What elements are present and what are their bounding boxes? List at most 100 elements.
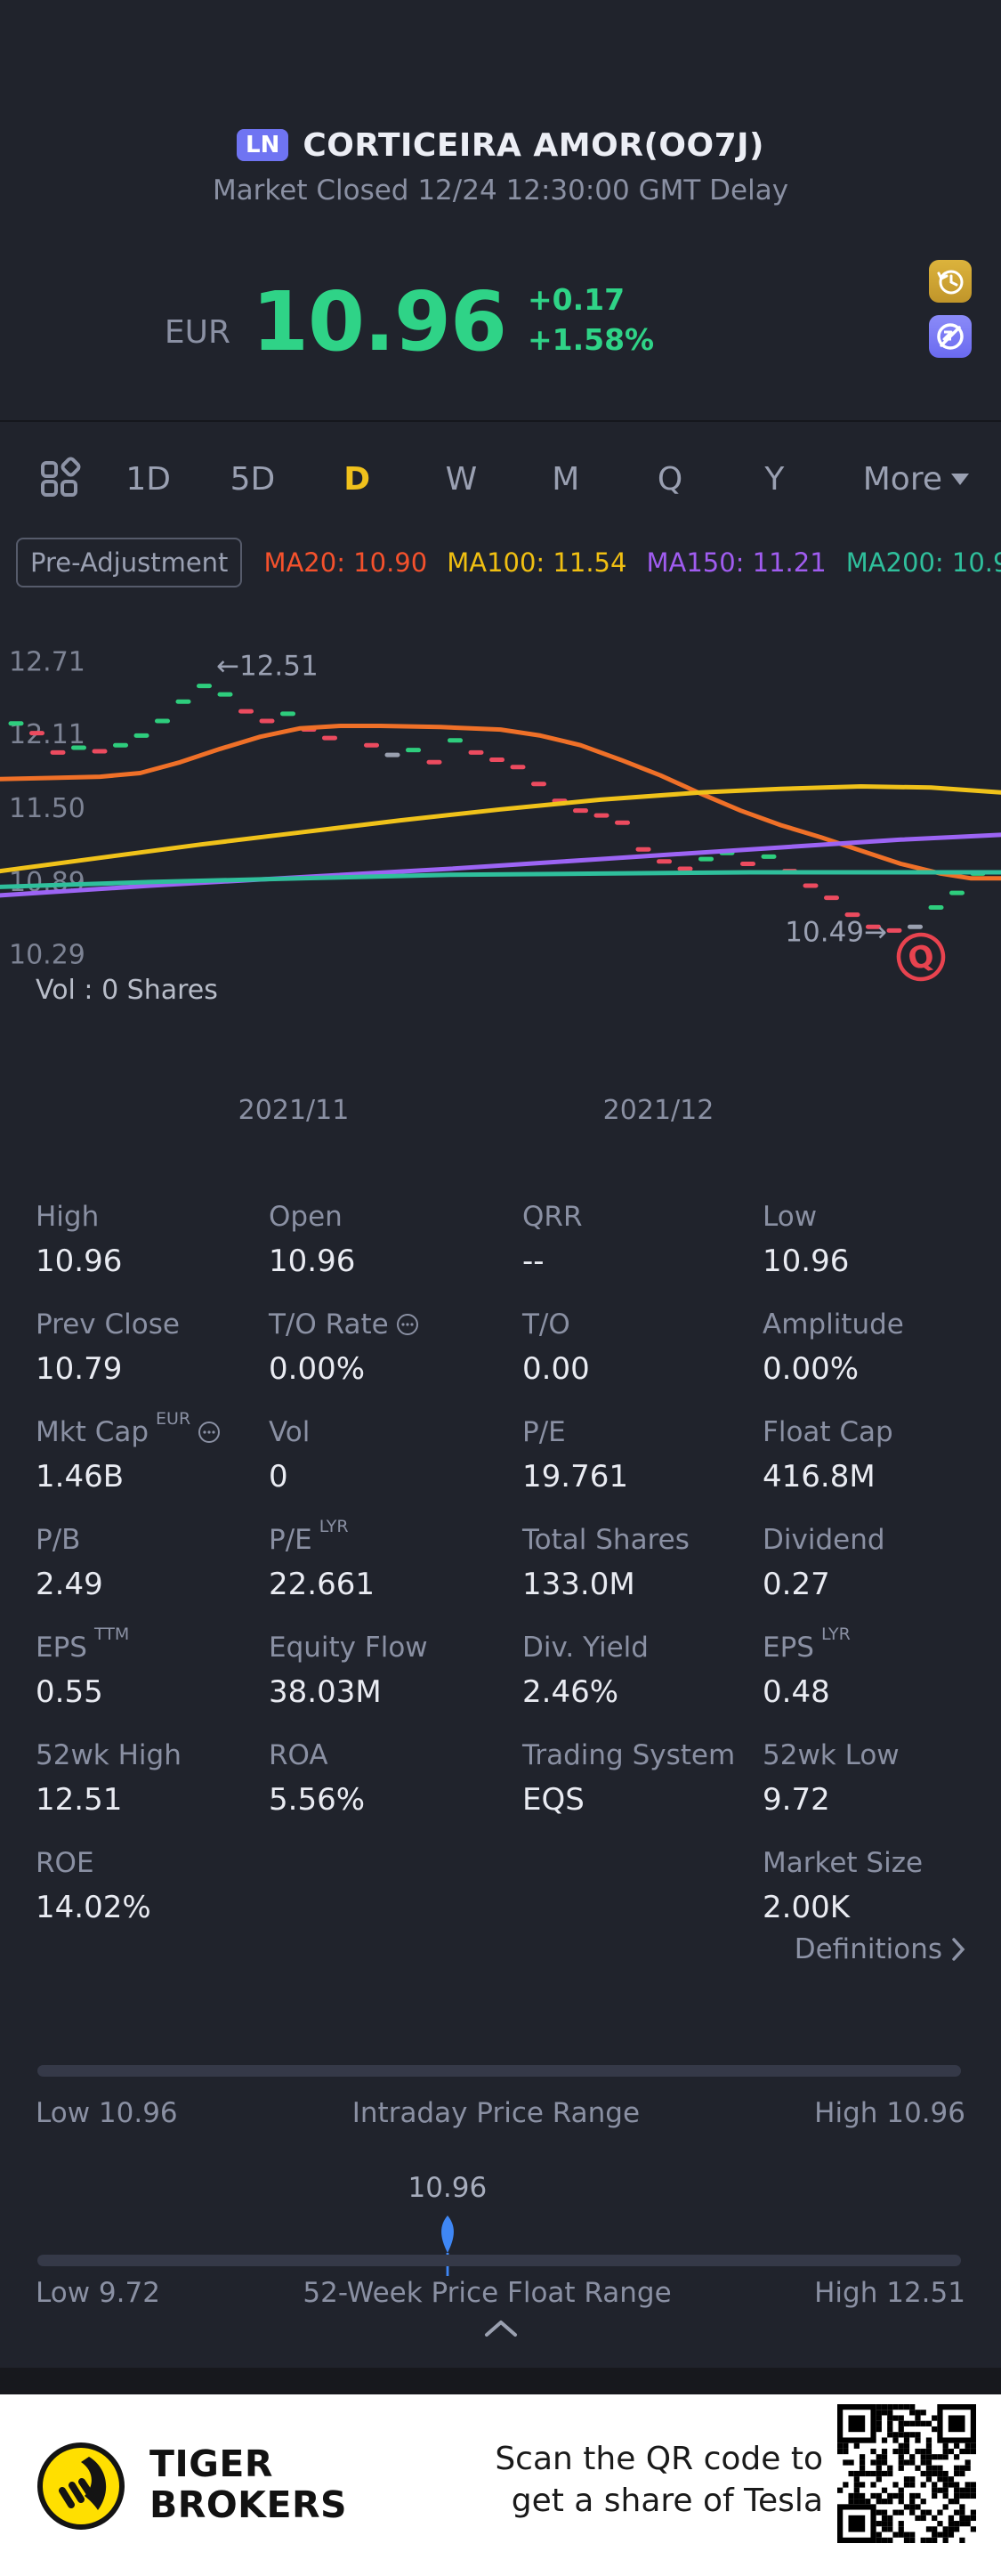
tab-m[interactable]: M (552, 460, 580, 498)
brand-line2: BROKERS (149, 2483, 348, 2526)
market-status: Market Closed 12/24 12:30:00 GMT Delay (212, 174, 789, 207)
stat-open: Open 10.96 (269, 1201, 356, 1280)
stat-dividend: Dividend 0.27 (763, 1524, 885, 1603)
stat-prev-close: Prev Close 10.79 (36, 1308, 180, 1388)
ma-legend-item: MA200: 10.90 (845, 547, 1001, 578)
stat-roa: ROA 5.56% (269, 1739, 366, 1819)
scan-line1: Scan the QR code to (495, 2441, 823, 2477)
info-icon[interactable] (396, 1313, 419, 1336)
more-periods-button[interactable]: More (827, 461, 969, 498)
x-axis-labels: 2021/11 2021/12 (0, 1095, 1001, 1130)
week52-low: Low 9.72 (36, 2277, 160, 2309)
stat-p-b: P/B 2.49 (36, 1524, 103, 1603)
stat-empty (269, 1848, 522, 1956)
footer-banner: TIGER BROKERS Scan the QR code to get a … (0, 2394, 1001, 2576)
ma-legend-item: MA150: 11.21 (646, 547, 827, 578)
period-tabs: 1D 5D D W M Q Y (96, 461, 827, 498)
x-axis-tick: 2021/12 (602, 1095, 714, 1126)
stat-mkt-cap: Mkt Cap EUR 1.46B (36, 1410, 269, 1525)
more-label: More (862, 460, 942, 498)
tab-y[interactable]: Y (764, 460, 785, 498)
week52-range-labels: Low 9.72 52-Week Price Float Range High … (36, 2277, 965, 2309)
x-axis-tick: 2021/11 (238, 1095, 350, 1126)
week52-high: High 12.51 (814, 2277, 965, 2309)
stat-t-o: T/O 0.00 (522, 1308, 590, 1388)
brand-line1: TIGER (149, 2442, 273, 2485)
intraday-high: High 10.96 (814, 2097, 965, 2129)
candlestick-chart[interactable]: 12.71 12.11 11.50 10.89 10.29 ←12.51 10.49→ Q Vo… (0, 602, 1001, 1020)
intraday-range-labels: Low 10.96 Intraday Price Range High 10.9… (36, 2097, 965, 2129)
stat-div-yield: Div. Yield 2.46% (522, 1632, 649, 1711)
stat-eps: EPS LYR 0.48 (763, 1624, 851, 1711)
tiger-brokers-logo (37, 2442, 125, 2530)
stat-p-e: P/E 19.761 (522, 1416, 628, 1495)
ma-values: MA20: 10.90 MA100: 11.54 MA150: 11.21 MA200… (263, 547, 1001, 578)
svg-text:10.29: 10.29 (9, 940, 85, 971)
stat-vol: Vol 0 (269, 1416, 311, 1495)
ma-legend-item: MA100: 11.54 (447, 547, 627, 578)
stock-title: CORTICEIRA AMOR(OO7J) (303, 126, 764, 164)
stat-52wk-low: 52wk Low 9.72 (763, 1739, 900, 1819)
current-price-label: 10.96 (408, 2172, 488, 2204)
side-action-icons (929, 260, 972, 358)
stat-qrr: QRR -- (522, 1201, 583, 1280)
intraday-low: Low 10.96 (36, 2097, 178, 2129)
stat-equity-flow: Equity Flow 38.03M (269, 1632, 428, 1711)
price-block: EUR 10.96 +0.17 +1.58% (0, 260, 819, 363)
stat-float-cap: Float Cap 416.8M (763, 1416, 893, 1495)
stats-grid: High 10.96 Open 10.96 QRR -- Low 10.96 Prev Clos… (0, 1202, 1001, 1956)
svg-text:10.49→: 10.49→ (785, 916, 887, 948)
history-clock-icon[interactable] (929, 260, 972, 303)
tab-1d[interactable]: 1D (125, 460, 171, 498)
chevron-right-icon (952, 1938, 965, 1961)
tab-q[interactable]: Q (657, 460, 683, 498)
ma-legend-item: MA20: 10.90 (263, 547, 428, 578)
pre-adjustment-button[interactable]: Pre-Adjustment (16, 538, 243, 587)
qr-caption: Scan the QR code to get a share of Tesla (495, 2439, 823, 2523)
scan-line2: get a share of Tesla (511, 2482, 823, 2519)
svg-text:Vol : 0 Shares: Vol : 0 Shares (36, 975, 218, 1006)
stat-low: Low 10.96 (763, 1201, 850, 1280)
last-price: 10.96 (251, 274, 507, 369)
chevron-up-icon (484, 2321, 517, 2337)
no-sleep-icon[interactable] (929, 315, 972, 358)
svg-text:←12.51: ←12.51 (216, 651, 319, 683)
change-value: +0.17 (527, 281, 626, 317)
week52-range-track (37, 2255, 961, 2266)
definitions-link[interactable]: Definitions (795, 1933, 965, 1965)
change-percent: +1.58% (527, 321, 655, 357)
svg-text:Q: Q (905, 937, 938, 977)
week52-title: 52-Week Price Float Range (303, 2277, 672, 2309)
tab-d[interactable]: D (343, 460, 371, 498)
definitions-label: Definitions (794, 1933, 942, 1965)
stat-roe: ROE 14.02% (36, 1847, 151, 1926)
stat-market-size: Market Size 2.00K (763, 1847, 924, 1926)
currency-label: EUR (164, 314, 230, 351)
stat-p-e: P/E LYR 22.661 (269, 1517, 375, 1603)
intraday-range-track (37, 2065, 961, 2077)
qr-code (837, 2404, 976, 2543)
stat-total-shares: Total Shares 133.0M (522, 1524, 690, 1603)
stat-amplitude: Amplitude 0.00% (763, 1308, 904, 1388)
tab-5d[interactable]: 5D (230, 460, 276, 498)
header: LN CORTICEIRA AMOR(OO7J) (0, 122, 1001, 168)
info-icon[interactable] (198, 1421, 221, 1444)
chevron-down-icon (951, 473, 969, 485)
divider (0, 420, 1001, 422)
stat-eps: EPS TTM 0.55 (36, 1624, 130, 1711)
chart-type-grid-icon[interactable] (37, 456, 96, 502)
intraday-title: Intraday Price Range (351, 2097, 641, 2129)
price-pin-marker (440, 2216, 454, 2276)
stat-t-o-rate: T/O Rate 0.00% (269, 1309, 522, 1417)
period-tabbar: 1D 5D D W M Q Y More (0, 422, 1001, 536)
svg-text:12.71: 12.71 (9, 646, 85, 677)
collapse-button[interactable] (0, 2318, 1001, 2339)
section-divider (0, 2368, 1001, 2394)
svg-text:11.50: 11.50 (9, 793, 85, 824)
stat-high: High 10.96 (36, 1201, 123, 1280)
stat-trading-system: Trading System EQS (522, 1739, 736, 1819)
tab-w[interactable]: W (445, 460, 478, 498)
stat-empty (522, 1848, 763, 1956)
brand-name: TIGER BROKERS (149, 2442, 348, 2526)
